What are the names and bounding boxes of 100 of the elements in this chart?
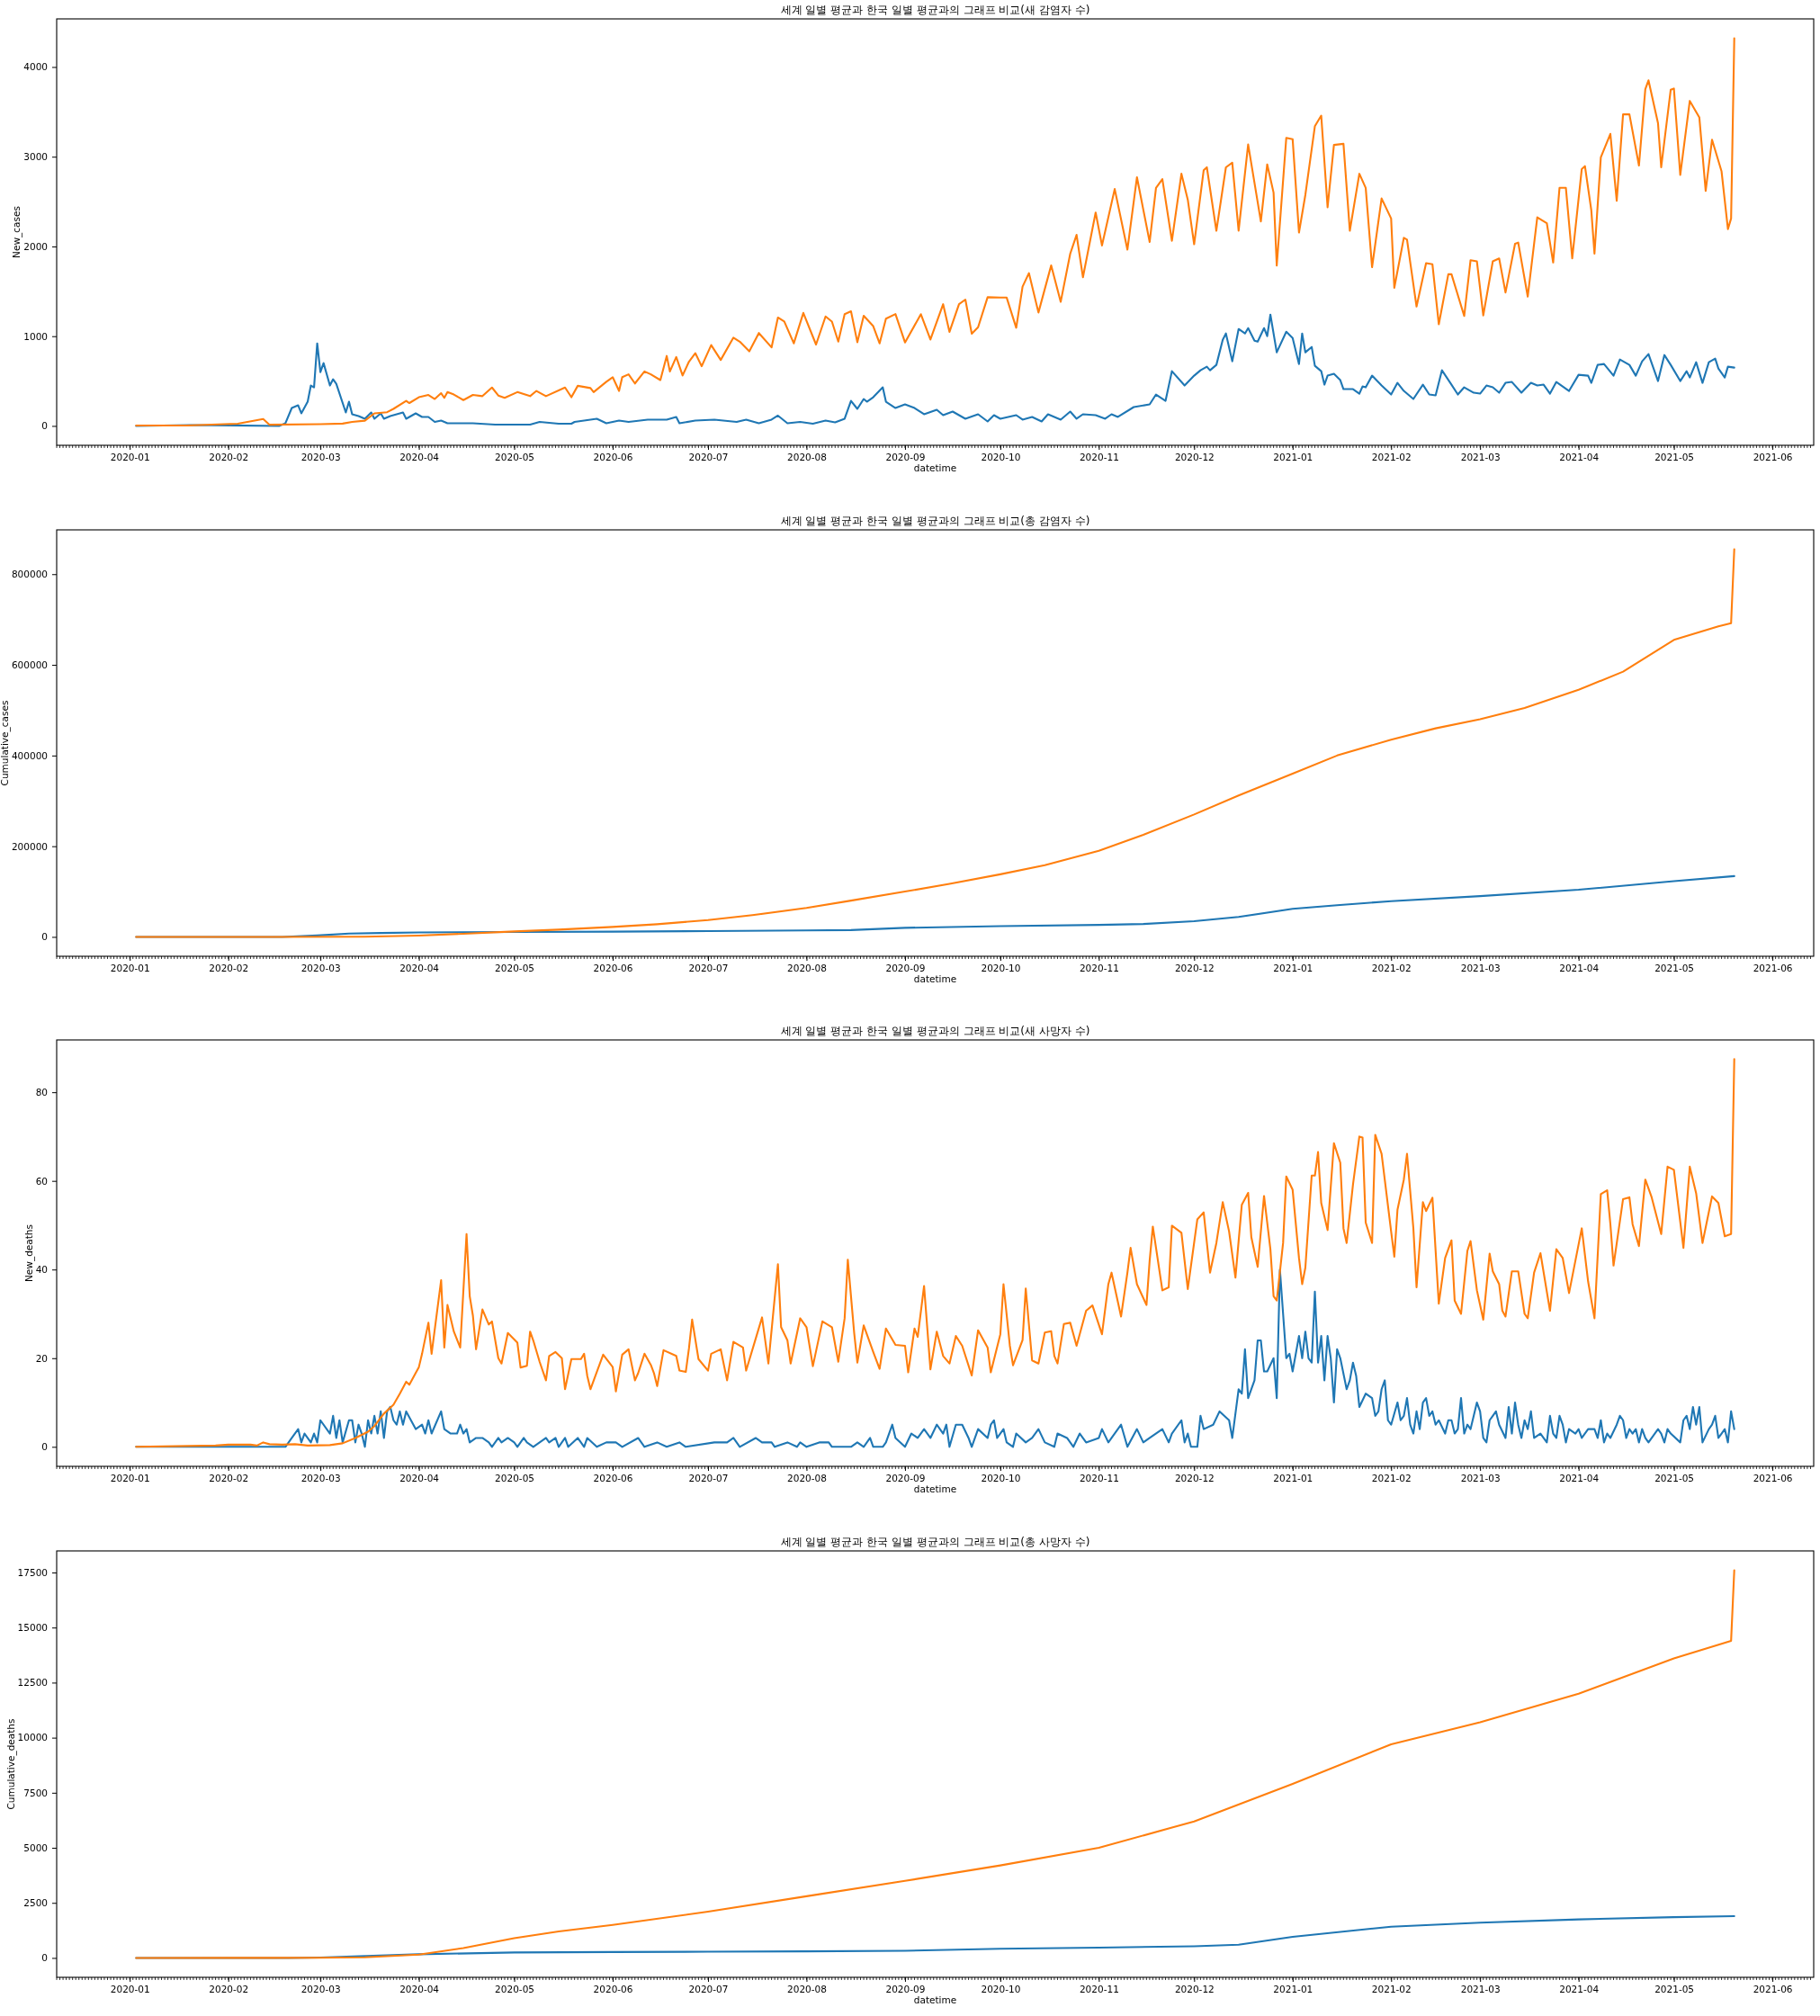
y-tick-label: 20 — [35, 1353, 48, 1365]
x-tick-label: 2021-02 — [1371, 1984, 1412, 1995]
x-tick-label: 2020-12 — [1174, 1473, 1215, 1484]
x-tick-label: 2020-04 — [399, 963, 440, 974]
y-tick-label: 200000 — [11, 840, 48, 852]
x-tick-label: 2020-08 — [787, 1984, 827, 1995]
x-tick-label: 2020-08 — [787, 452, 827, 463]
x-tick-label: 2021-02 — [1371, 1473, 1412, 1484]
chart-title: 세계 일별 평균과 한국 일별 평균과의 그래프 비교(총 사망자 수) — [780, 1536, 1090, 1549]
chart-title: 세계 일별 평균과 한국 일별 평균과의 그래프 비교(총 감염자 수) — [780, 514, 1090, 527]
y-tick-label: 17500 — [17, 1566, 48, 1578]
y-axis-title: New_deaths — [22, 1224, 35, 1283]
x-tick-label: 2020-02 — [209, 1984, 249, 1995]
x-tick-label: 2020-03 — [300, 963, 341, 974]
x-tick-label: 2021-03 — [1460, 963, 1501, 974]
x-tick-label: 2020-01 — [110, 1984, 150, 1995]
x-tick-label: 2020-10 — [981, 452, 1021, 463]
y-tick-label: 0 — [41, 1952, 48, 1964]
x-tick-label: 2021-01 — [1273, 452, 1313, 463]
x-tick-label: 2021-04 — [1559, 452, 1600, 463]
x-tick-label: 2020-10 — [981, 963, 1021, 974]
x-tick-label: 2021-01 — [1273, 1473, 1313, 1484]
y-tick-label: 0 — [41, 931, 48, 942]
x-tick-label: 2020-01 — [110, 1473, 150, 1484]
chart-title: 세계 일별 평균과 한국 일별 평균과의 그래프 비교(새 감염자 수) — [780, 4, 1090, 16]
x-tick-label: 2020-09 — [885, 1984, 926, 1995]
x-tick-label: 2020-04 — [399, 1984, 440, 1995]
x-tick-label: 2021-01 — [1273, 1984, 1313, 1995]
y-tick-label: 12500 — [17, 1677, 48, 1689]
x-tick-label: 2020-05 — [495, 963, 534, 974]
x-tick-label: 2020-04 — [399, 1473, 440, 1484]
y-tick-label: 2500 — [23, 1897, 48, 1909]
x-tick-label: 2021-06 — [1753, 452, 1793, 463]
x-tick-label: 2021-02 — [1371, 452, 1412, 463]
x-tick-label: 2020-08 — [787, 1473, 827, 1484]
x-tick-label: 2020-11 — [1079, 1473, 1119, 1484]
chart-title: 세계 일별 평균과 한국 일별 평균과의 그래프 비교(새 사망자 수) — [780, 1025, 1090, 1038]
y-tick-label: 7500 — [23, 1787, 48, 1798]
line-series — [135, 37, 1735, 427]
x-tick-label: 2020-11 — [1079, 963, 1119, 974]
x-tick-label: 2021-04 — [1559, 1984, 1600, 1995]
y-tick-label: 60 — [35, 1175, 48, 1187]
x-tick-label: 2021-01 — [1273, 963, 1313, 974]
x-tick-label: 2020-11 — [1079, 452, 1119, 463]
y-tick-label: 0 — [41, 1441, 48, 1453]
x-tick-label: 2020-07 — [688, 1984, 729, 1995]
x-tick-label: 2020-04 — [399, 452, 440, 463]
x-tick-label: 2020-07 — [688, 963, 729, 974]
x-tick-label: 2020-12 — [1174, 963, 1215, 974]
x-tick-label: 2020-10 — [981, 1473, 1021, 1484]
line-series — [135, 548, 1735, 938]
x-tick-label: 2020-11 — [1079, 1984, 1119, 1995]
x-tick-label: 2021-06 — [1753, 1984, 1793, 1995]
y-tick-label: 10000 — [17, 1732, 48, 1743]
y-tick-label: 5000 — [23, 1841, 48, 1853]
x-tick-label: 2020-08 — [787, 963, 827, 974]
x-tick-label: 2020-09 — [885, 452, 926, 463]
x-tick-label: 2020-09 — [885, 1473, 926, 1484]
x-tick-label: 2021-03 — [1460, 1473, 1501, 1484]
x-tick-label: 2021-05 — [1654, 963, 1695, 974]
x-tick-label: 2020-02 — [209, 452, 249, 463]
y-tick-label: 400000 — [11, 749, 48, 761]
x-tick-label: 2020-12 — [1174, 1984, 1215, 1995]
x-tick-label: 2020-03 — [300, 1473, 341, 1484]
y-axis-title: Cumulative_deaths — [4, 1718, 17, 1810]
x-axis-title: datetime — [913, 1994, 957, 2006]
line-series — [135, 1569, 1735, 1959]
y-tick-label: 3000 — [23, 151, 48, 163]
y-tick-label: 1000 — [23, 330, 48, 342]
y-axis-title: New_cases — [11, 206, 23, 258]
x-axis-title: datetime — [913, 1483, 957, 1495]
x-tick-label: 2020-01 — [110, 452, 150, 463]
x-tick-label: 2021-06 — [1753, 1473, 1793, 1484]
y-tick-label: 800000 — [11, 568, 48, 579]
y-tick-label: 40 — [35, 1264, 48, 1276]
x-tick-label: 2020-10 — [981, 1984, 1021, 1995]
x-tick-label: 2021-05 — [1654, 1473, 1695, 1484]
x-tick-label: 2021-03 — [1460, 1984, 1501, 1995]
x-tick-label: 2020-06 — [593, 963, 633, 974]
x-tick-label: 2020-03 — [300, 452, 341, 463]
line-series — [135, 1914, 1735, 1959]
x-tick-label: 2020-07 — [688, 452, 729, 463]
x-tick-label: 2020-05 — [495, 1984, 534, 1995]
x-tick-label: 2021-06 — [1753, 963, 1793, 974]
x-tick-label: 2020-06 — [593, 452, 633, 463]
y-tick-label: 600000 — [11, 659, 48, 670]
x-tick-label: 2021-04 — [1559, 1473, 1600, 1484]
x-tick-label: 2020-06 — [593, 1984, 633, 1995]
x-tick-label: 2021-03 — [1460, 452, 1501, 463]
x-tick-label: 2020-01 — [110, 963, 150, 974]
y-tick-label: 0 — [41, 420, 48, 432]
y-tick-label: 4000 — [23, 61, 48, 73]
x-tick-label: 2020-02 — [209, 1473, 249, 1484]
x-tick-label: 2020-07 — [688, 1473, 729, 1484]
x-axis-title: datetime — [913, 972, 957, 984]
x-axis-title: datetime — [913, 462, 957, 473]
x-tick-label: 2020-03 — [300, 1984, 341, 1995]
x-tick-label: 2020-05 — [495, 1473, 534, 1484]
x-tick-label: 2021-02 — [1371, 963, 1412, 974]
x-tick-label: 2021-05 — [1654, 452, 1695, 463]
